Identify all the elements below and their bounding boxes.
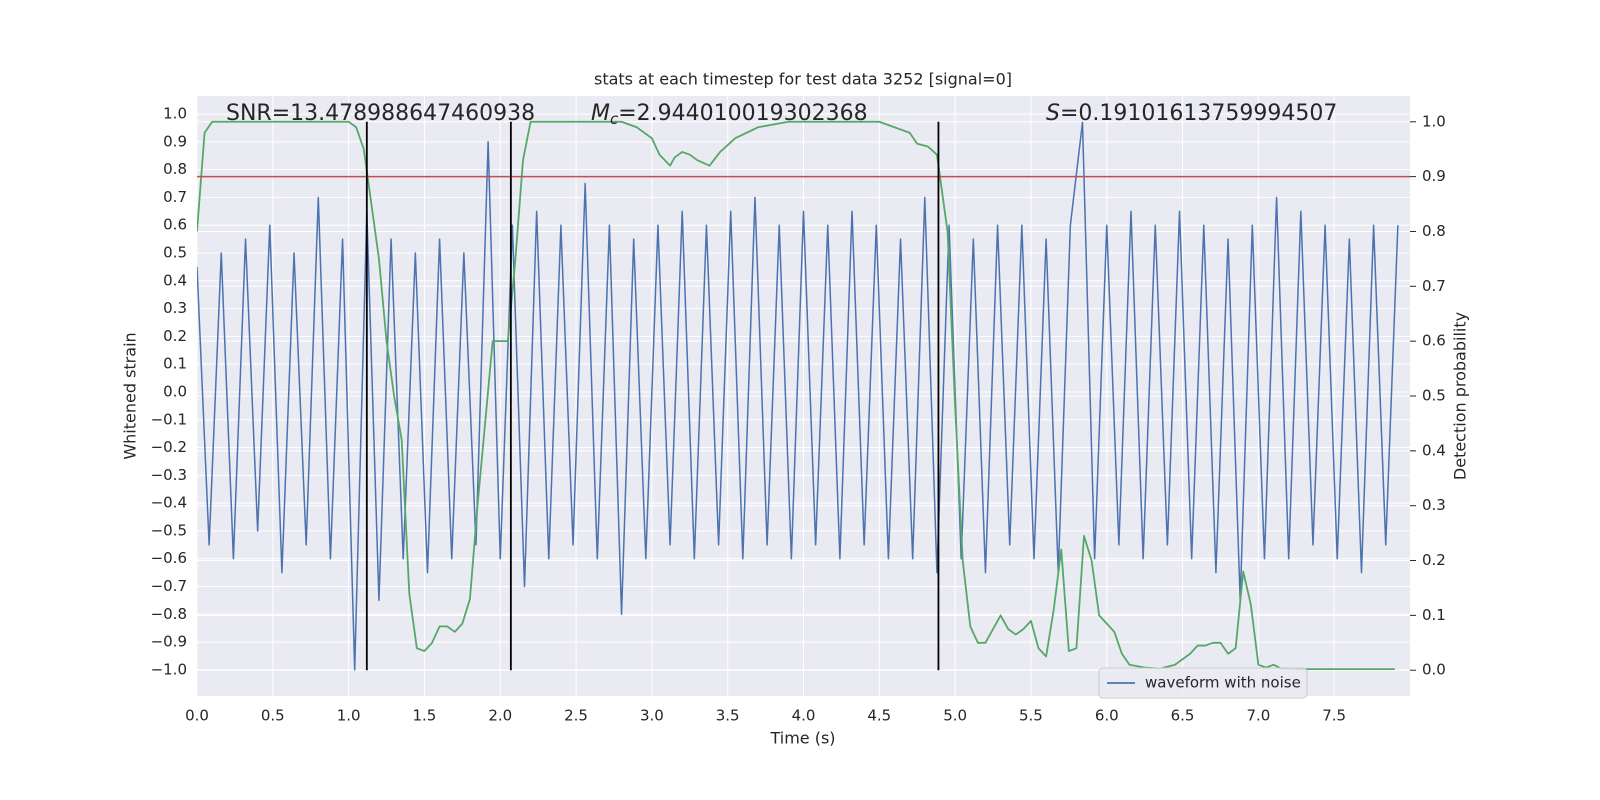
- probability-line: [197, 120, 1395, 671]
- y-tick-label: 0.4: [163, 271, 187, 289]
- y-tick-label: 0.7: [163, 188, 187, 206]
- x-tick-label: 5.5: [1019, 707, 1043, 725]
- x-tick-label: 0.5: [261, 707, 285, 725]
- chart-title: stats at each timestep for test data 325…: [594, 70, 1012, 89]
- annotation-text: =0.19101613759994507: [1060, 101, 1337, 126]
- y-axis-label: Whitened strain: [121, 332, 140, 459]
- x-tick-label: 6.5: [1171, 707, 1195, 725]
- y-tick-label: 0.1: [163, 355, 187, 373]
- y-tick-label: 0.8: [163, 160, 187, 178]
- y2-tick-label: 0.1: [1422, 606, 1446, 624]
- x-tick-label: 3.0: [640, 707, 664, 725]
- x-tick-label: 0.0: [185, 707, 209, 725]
- y2-axis-label: Detection probability: [1451, 312, 1470, 480]
- y2-tick-label: 0.6: [1422, 332, 1446, 350]
- x-tick-label: 7.0: [1246, 707, 1270, 725]
- x-tick-label: 1.0: [337, 707, 361, 725]
- y-tick-label: −0.1: [151, 410, 187, 428]
- legend-label: waveform with noise: [1145, 674, 1301, 692]
- y-tick-label: −0.5: [151, 521, 187, 539]
- y-tick-label: 0.0: [163, 382, 187, 400]
- y-tick-label: −0.8: [151, 605, 187, 623]
- y-tick-label: −0.7: [151, 577, 187, 595]
- x-tick-label: 2.0: [488, 707, 512, 725]
- annotation-subscript: c: [610, 110, 619, 128]
- y-tick-label: −0.9: [151, 633, 187, 651]
- y-tick-label: −1.0: [151, 660, 187, 678]
- x-tick-label: 4.0: [792, 707, 816, 725]
- y-tick-label: 0.9: [163, 132, 187, 150]
- x-tick-label: 6.0: [1095, 707, 1119, 725]
- y2-tick-label: 0.3: [1422, 496, 1446, 514]
- y-tick-label: −0.6: [151, 549, 187, 567]
- x-tick-label: 2.5: [564, 707, 588, 725]
- y-tick-label: 0.3: [163, 299, 187, 317]
- x-tick-label: 5.0: [943, 707, 967, 725]
- x-tick-label: 7.5: [1322, 707, 1346, 725]
- marks: [197, 120, 1410, 671]
- y2-tick-label: 0.5: [1422, 387, 1446, 405]
- annotation-mc: Mc=2.944010019302368: [591, 101, 868, 128]
- waveform-line: [197, 121, 1399, 671]
- y2-tick-label: 1.0: [1422, 112, 1446, 130]
- y-tick-label: 0.2: [163, 327, 187, 345]
- y2-tick-label: 0.4: [1422, 441, 1446, 459]
- x-axis-label: Time (s): [769, 729, 835, 748]
- y2-tick-label: 0.2: [1422, 551, 1446, 569]
- annotation-snr: SNR=13.478988647460938: [226, 101, 535, 126]
- overlay: waveform with noise: [1098, 667, 1308, 699]
- y2-tick-label: 0.8: [1422, 222, 1446, 240]
- x-tick-label: 1.5: [413, 707, 437, 725]
- y2-tick-label: 0.0: [1422, 661, 1446, 679]
- annotation-symbol: S: [1046, 101, 1060, 126]
- y-tick-label: 1.0: [163, 105, 187, 123]
- annotation-text: =2.944010019302368: [618, 101, 867, 126]
- y2-tick-label: 0.7: [1422, 277, 1446, 295]
- x-tick-label: 3.5: [716, 707, 740, 725]
- y-tick-label: 0.6: [163, 216, 187, 234]
- annotation-symbol: M: [591, 101, 610, 126]
- legend-box: [1098, 667, 1308, 699]
- y-tick-label: 0.5: [163, 244, 187, 262]
- annotation-s: S=0.19101613759994507: [1046, 101, 1337, 126]
- y-tick-label: −0.3: [151, 466, 187, 484]
- y-tick-label: −0.4: [151, 494, 187, 512]
- y2-tick-label: 0.9: [1422, 167, 1446, 185]
- y-tick-label: −0.2: [151, 438, 187, 456]
- x-tick-label: 4.5: [867, 707, 891, 725]
